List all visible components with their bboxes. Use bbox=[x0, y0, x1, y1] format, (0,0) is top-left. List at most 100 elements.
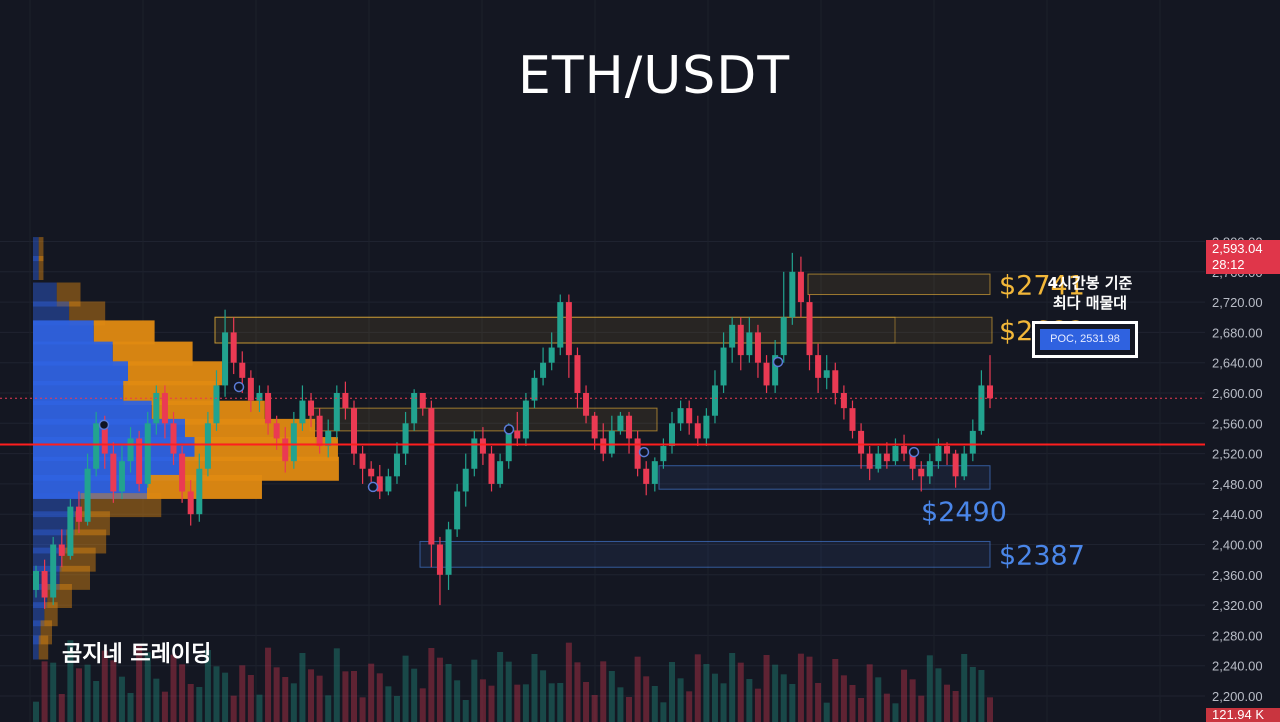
volume-bar bbox=[282, 677, 289, 722]
current-price-value: 2,593.04 bbox=[1212, 241, 1263, 256]
candle-body bbox=[608, 430, 615, 454]
candle-body bbox=[600, 438, 607, 454]
signal-marker bbox=[233, 381, 245, 393]
candle-body bbox=[101, 423, 108, 454]
vp-down-bar bbox=[38, 237, 44, 262]
price-tick-label: 2,320.00 bbox=[1212, 598, 1263, 613]
candle-body bbox=[505, 430, 512, 462]
candle-body bbox=[703, 415, 710, 439]
candle-body bbox=[333, 393, 340, 431]
volume-bar bbox=[247, 675, 254, 722]
candle-body bbox=[522, 400, 529, 439]
candle-body bbox=[325, 430, 332, 447]
volume-bar bbox=[651, 686, 658, 722]
candle-body bbox=[299, 400, 306, 424]
volume-bar bbox=[969, 667, 976, 722]
volume-bar bbox=[531, 654, 538, 722]
candle-body bbox=[488, 453, 495, 484]
volume-bar bbox=[144, 652, 151, 722]
volume-bar bbox=[419, 688, 426, 722]
price-tick-label: 2,720.00 bbox=[1212, 295, 1263, 310]
volume-bar bbox=[901, 669, 908, 722]
current-price-tag: 2,593.04 28:12 bbox=[1206, 240, 1280, 274]
candle-body bbox=[540, 362, 547, 378]
candle-body bbox=[308, 400, 315, 416]
vp-down-bar bbox=[59, 565, 90, 590]
candle-body bbox=[239, 362, 246, 378]
candle-body bbox=[385, 476, 392, 492]
volume-bar bbox=[265, 647, 272, 722]
signal-marker bbox=[638, 446, 650, 458]
candle-body bbox=[479, 438, 486, 454]
vp-up-bar bbox=[33, 602, 45, 627]
volume-bar bbox=[196, 687, 203, 722]
candle-body bbox=[901, 446, 908, 454]
candle-body bbox=[256, 393, 263, 401]
candle-body bbox=[866, 453, 873, 469]
candle-body bbox=[436, 544, 443, 575]
candle-body bbox=[368, 468, 375, 477]
candle-body bbox=[161, 393, 168, 424]
volume-bars bbox=[32, 640, 994, 722]
vp-up-bar bbox=[33, 256, 39, 281]
poc-label-box: POC, 2531.98 bbox=[1032, 321, 1138, 358]
volume-bar bbox=[608, 671, 615, 722]
price-axis[interactable]: 2,800.002,760.002,720.002,680.002,640.00… bbox=[1212, 235, 1263, 705]
poc-annotation: 4시간봉 기준 최다 매물대 bbox=[1010, 273, 1170, 313]
volume-bar bbox=[840, 675, 847, 722]
volume-bar bbox=[754, 688, 761, 722]
volume-tag: 121.94 K bbox=[1206, 708, 1280, 722]
price-zones bbox=[214, 273, 993, 568]
volume-bar bbox=[436, 657, 443, 722]
volume-bar bbox=[565, 642, 572, 722]
vp-down-bar bbox=[40, 620, 52, 645]
volume-bar bbox=[204, 650, 211, 722]
volume-bar bbox=[746, 679, 753, 722]
price-tick-label: 2,560.00 bbox=[1212, 416, 1263, 431]
volume-bar bbox=[161, 691, 168, 722]
volume-bar bbox=[67, 640, 74, 722]
candle-body bbox=[428, 408, 435, 545]
volume-bar bbox=[574, 662, 581, 722]
candle-body bbox=[634, 438, 641, 469]
volume-bar bbox=[230, 695, 237, 722]
volume-bar bbox=[50, 662, 57, 722]
candle-body bbox=[179, 453, 186, 492]
volume-bar bbox=[797, 653, 804, 722]
volume-bar bbox=[411, 668, 418, 722]
volume-bar bbox=[368, 663, 375, 722]
vp-down-bar bbox=[147, 474, 262, 499]
volume-bar bbox=[342, 671, 349, 722]
candle-body bbox=[84, 468, 91, 522]
candle-body bbox=[832, 370, 839, 393]
candle-body bbox=[290, 423, 297, 462]
candle-body bbox=[591, 415, 598, 439]
candle-body bbox=[686, 408, 693, 424]
price-tick-label: 2,520.00 bbox=[1212, 447, 1263, 462]
candle-body bbox=[574, 355, 581, 393]
volume-bar bbox=[815, 683, 822, 722]
volume-bar bbox=[479, 679, 486, 722]
volume-bar bbox=[308, 669, 315, 722]
vp-down-bar bbox=[44, 602, 58, 627]
volume-bar bbox=[428, 648, 435, 722]
vp-down-bar bbox=[80, 493, 162, 518]
volume-bar bbox=[41, 661, 48, 722]
candle-body bbox=[746, 332, 753, 356]
volume-bar bbox=[179, 664, 186, 722]
candle-body bbox=[93, 423, 100, 469]
volume-bar bbox=[643, 676, 650, 722]
candle-body bbox=[419, 393, 426, 409]
watermark: 곰지네 트레이딩 bbox=[62, 642, 212, 667]
candle-body bbox=[50, 544, 57, 598]
volume-bar bbox=[454, 680, 461, 722]
volume-bar bbox=[333, 648, 340, 722]
price-tick-label: 2,400.00 bbox=[1212, 538, 1263, 553]
zone-resistance-2682 bbox=[214, 316, 993, 344]
volume-bar bbox=[557, 683, 564, 722]
candle-body bbox=[170, 423, 177, 454]
vp-up-bar bbox=[33, 282, 57, 307]
volume-bar bbox=[961, 654, 968, 722]
volume-bar bbox=[393, 696, 400, 722]
